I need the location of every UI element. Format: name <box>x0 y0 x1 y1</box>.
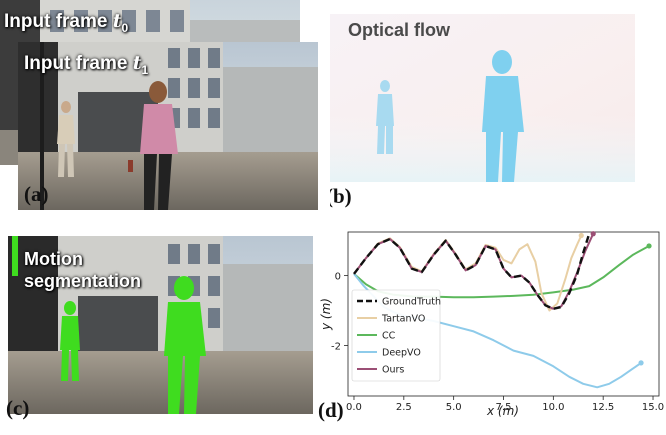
legend-box <box>351 289 441 382</box>
series-endpoint-deepvo <box>638 360 644 366</box>
x-tick-label: 0.0 <box>346 402 362 413</box>
trajectory-chart: 0.0 2.5 5.0 7.5 10.0 12.5 15.0 0 -2 GroundTruth T… <box>319 231 664 418</box>
panel-a: Input frame t0 <box>0 0 318 210</box>
series-line-groundtruth <box>353 233 591 311</box>
frame-t0-caption: Input frame t0 <box>4 10 129 35</box>
panel-d: 0.0 2.5 5.0 7.5 10.0 12.5 15.0 0 -2 GroundTruth T… <box>318 222 666 435</box>
frame-t1-caption: Input frame t1 <box>24 52 149 77</box>
x-axis-label: x (m) <box>486 404 519 418</box>
x-tick-label: 10.0 <box>542 402 564 413</box>
segmented-person-right <box>164 276 206 414</box>
panel-c: Motion segmentation (c) <box>0 232 318 432</box>
x-tick-label: 2.5 <box>396 402 412 413</box>
x-tick-label: 12.5 <box>592 402 614 413</box>
panel-b-tag: (b) <box>330 184 352 208</box>
legend-label-groundtruth: GroundTruth <box>382 297 441 308</box>
panel-c-tag: (c) <box>6 396 30 420</box>
panel-d-tag: (d) <box>318 398 344 422</box>
legend-label-deepvo: DeepVO <box>382 348 421 359</box>
series-endpoint-ours <box>590 231 596 237</box>
motion-seg-caption: Motion segmentation <box>24 249 142 291</box>
y-tick-label: -2 <box>331 341 341 352</box>
pedestrian-left <box>57 101 75 177</box>
x-tick-label: 15.0 <box>642 402 664 413</box>
legend-label-cc: CC <box>382 331 396 342</box>
series-endpoint-cc <box>646 243 652 249</box>
flow-person-large <box>482 50 524 182</box>
flow-person-small <box>376 80 394 154</box>
panel-b: Optical flow (b) <box>330 14 635 210</box>
y-axis-label: y (m) <box>319 298 333 331</box>
segmented-person-left <box>60 301 80 381</box>
pedestrian-right <box>140 81 178 210</box>
optical-flow-caption: Optical flow <box>348 20 451 40</box>
motion-segmentation-image <box>8 236 313 414</box>
x-tick-label: 5.0 <box>446 402 462 413</box>
legend-label-ours: Ours <box>382 365 404 376</box>
x-tick-label: 7.5 <box>496 402 512 413</box>
y-tick-label: 0 <box>335 272 341 283</box>
legend-label-tartanvo: TartanVO <box>381 314 425 325</box>
input-frame-t1 <box>18 42 318 210</box>
series-endpoint-tartanvo <box>578 232 584 239</box>
panel-a-tag: (a) <box>24 182 49 206</box>
optical-flow-image <box>330 14 635 182</box>
